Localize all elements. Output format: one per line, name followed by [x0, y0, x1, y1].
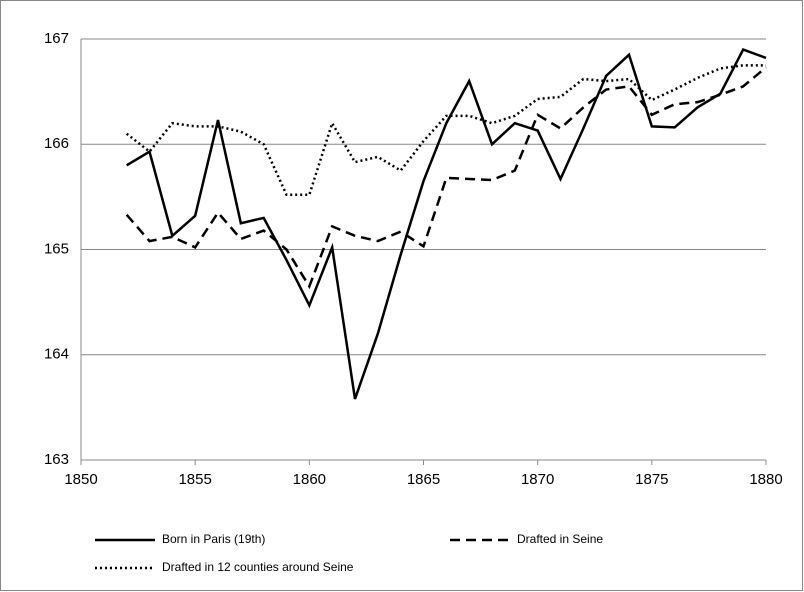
- y-tick-label: 163: [44, 451, 69, 468]
- legend-label: Drafted in Seine: [517, 532, 603, 546]
- y-tick-label: 165: [44, 240, 69, 257]
- x-tick-label: 1865: [407, 471, 440, 488]
- x-tick-label: 1870: [521, 471, 554, 488]
- x-tick-label: 1860: [293, 471, 326, 488]
- series-line: [125, 64, 766, 197]
- series-line: [126, 47, 767, 400]
- series-line: [125, 66, 767, 290]
- x-tick-label: 1875: [635, 471, 668, 488]
- y-tick-label: 164: [44, 346, 69, 363]
- y-tick-label: 166: [44, 135, 69, 152]
- x-tick-label: 1850: [64, 471, 97, 488]
- legend-label: Drafted in 12 counties around Seine: [162, 560, 354, 574]
- x-tick-label: 1855: [178, 471, 211, 488]
- y-tick-label: 167: [44, 30, 69, 47]
- x-tick-label: 1880: [749, 471, 782, 488]
- legend-label: Born in Paris (19th): [162, 532, 265, 546]
